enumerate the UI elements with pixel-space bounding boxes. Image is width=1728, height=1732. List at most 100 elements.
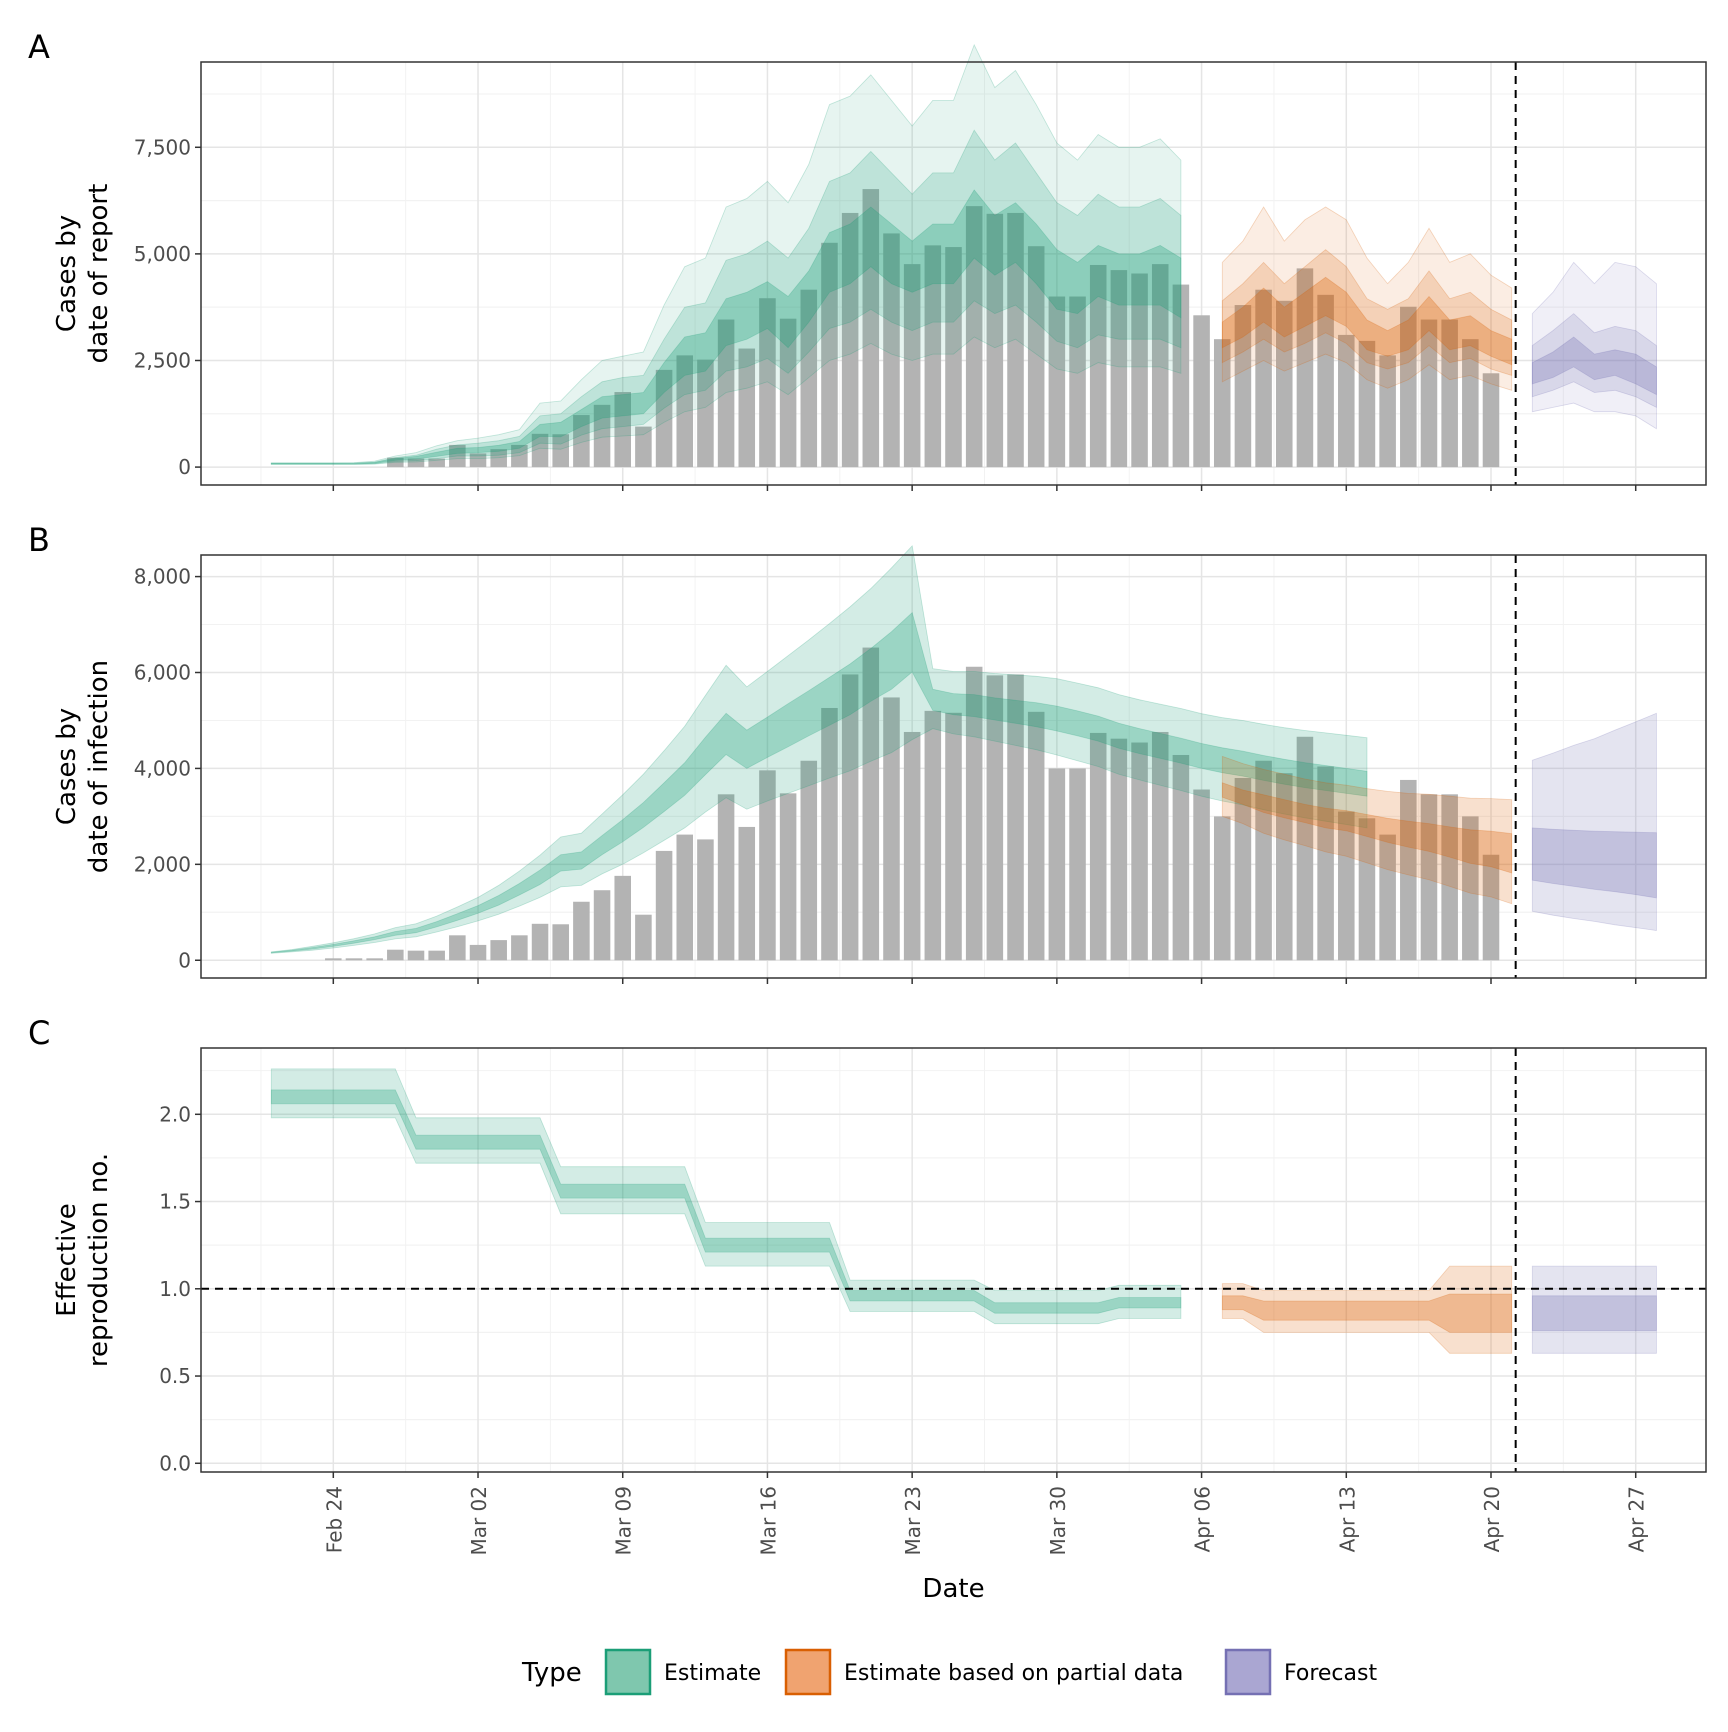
- reported-case-bar: [1089, 264, 1107, 468]
- credible-interval-band: [1221, 276, 1513, 366]
- x-tick-label: Mar 30: [1046, 1486, 1070, 1556]
- reported-case-bar: [717, 794, 735, 961]
- reported-case-bar: [986, 213, 1004, 468]
- legend-label: Estimate: [664, 1661, 761, 1686]
- y-axis-label-line: date of report: [84, 184, 114, 364]
- reported-case-bar: [573, 901, 590, 961]
- reported-case-bar: [1379, 834, 1396, 961]
- reported-case-bar: [655, 369, 673, 468]
- reported-case-bar: [1358, 340, 1376, 468]
- legend-swatch: [784, 1648, 832, 1696]
- y-axis-label: Cases bydate of infection: [52, 660, 114, 873]
- y-tick-label: 2,000: [134, 852, 191, 876]
- reported-case-bar: [387, 949, 404, 961]
- credible-interval-band: [1531, 336, 1657, 396]
- reported-case-bar: [1255, 760, 1272, 961]
- reported-case-bar: [1400, 779, 1417, 961]
- reported-case-bar: [614, 875, 631, 961]
- credible-interval-band: [270, 129, 1182, 465]
- series-estimate-based-on-partial-data: [1221, 755, 1513, 905]
- y-axis-label: Effectivereproduction no.: [52, 1153, 114, 1367]
- reported-case-bar: [924, 710, 942, 961]
- reported-case-bar: [738, 826, 756, 961]
- reported-case-bar: [531, 433, 549, 468]
- panel-background: [201, 1048, 1706, 1472]
- credible-interval-band: [1531, 1295, 1657, 1332]
- x-tick-label: Apr 13: [1335, 1486, 1359, 1552]
- reported-case-bar: [883, 697, 900, 961]
- reported-case-bar: [903, 731, 921, 961]
- reported-case-bar: [552, 924, 569, 961]
- reported-case-bar: [1400, 306, 1417, 468]
- reported-case-bar: [1441, 319, 1458, 468]
- reported-case-bar: [965, 206, 983, 468]
- reported-case-bar: [1358, 818, 1376, 961]
- reported-case-bar: [779, 793, 797, 961]
- reported-case-bar: [738, 348, 756, 468]
- reported-case-bar: [1172, 284, 1190, 468]
- reported-case-bar: [1131, 273, 1148, 468]
- x-tick-label: Mar 23: [901, 1486, 925, 1556]
- y-tick-label: 2.0: [159, 1102, 191, 1126]
- x-tick-label: Apr 06: [1191, 1486, 1215, 1552]
- reported-case-bar: [407, 458, 425, 468]
- reported-case-bar: [1172, 754, 1190, 961]
- panel-A: 0 2,500 5,000 7,500 Cases bydate of report A: [28, 28, 1707, 491]
- reported-case-bar: [1027, 246, 1045, 468]
- reported-case-bar: [449, 935, 466, 961]
- y-tick-label: 8,000: [134, 565, 191, 589]
- reported-case-bar: [779, 318, 797, 468]
- credible-interval-band: [1221, 1293, 1513, 1333]
- x-tick-label: Mar 09: [612, 1486, 636, 1556]
- y-tick-label: 1.0: [159, 1277, 191, 1301]
- reported-case-bar: [1007, 674, 1024, 961]
- y-tick-label: 0.0: [159, 1451, 191, 1475]
- reported-case-bar: [387, 457, 404, 468]
- reported-case-bar: [1110, 270, 1128, 468]
- legend-swatch: [1224, 1648, 1272, 1696]
- reported-case-bar: [945, 247, 962, 468]
- reported-case-bar: [676, 355, 694, 468]
- reported-case-bar: [1027, 711, 1045, 961]
- reported-case-bar: [821, 707, 838, 961]
- x-tick-label: Mar 02: [467, 1486, 491, 1556]
- reported-case-bar: [573, 415, 590, 468]
- y-tick-label: 0.5: [159, 1364, 191, 1388]
- reported-case-bar: [1151, 731, 1169, 961]
- reported-case-bar: [407, 950, 425, 961]
- reported-case-bar: [511, 444, 528, 468]
- credible-interval-band: [270, 545, 1368, 954]
- reported-case-bar: [469, 944, 487, 961]
- reported-case-bar: [1151, 264, 1169, 468]
- legend-label: Estimate based on partial data: [844, 1661, 1183, 1686]
- reported-case-bar: [635, 426, 652, 468]
- credible-interval-band: [270, 1068, 1182, 1325]
- legend-item: Estimate: [604, 1648, 761, 1696]
- reported-case-bar: [965, 666, 983, 961]
- y-tick-label: 0: [178, 948, 191, 972]
- reported-case-bar: [593, 404, 611, 468]
- panel-B: 0 2,000 4,000 6,000 8,000 Cases bydate of inf…: [28, 521, 1707, 984]
- y-tick-label: 7,500: [134, 135, 191, 159]
- legend-item: Forecast: [1224, 1648, 1377, 1696]
- reported-case-bar: [1482, 854, 1500, 961]
- credible-interval-band: [1531, 261, 1657, 430]
- x-axis-title: Date: [922, 1574, 984, 1604]
- panel-C: 0.0 0.5 1.0 1.5 2.0 Effectivereproduction no.…: [28, 1014, 1707, 1478]
- series-forecast: [1531, 1265, 1657, 1354]
- credible-interval-band: [1531, 827, 1657, 899]
- reported-case-bar: [531, 923, 549, 961]
- credible-interval-band: [270, 189, 1182, 465]
- reported-case-bar: [428, 950, 445, 961]
- credible-interval-band: [270, 1089, 1182, 1314]
- series-forecast: [1531, 712, 1657, 931]
- reported-case-bar: [655, 850, 673, 961]
- reported-case-bar: [1420, 794, 1438, 961]
- credible-interval-band: [1531, 712, 1657, 931]
- reported-case-bar: [862, 189, 880, 468]
- reported-case-bar: [1213, 339, 1231, 468]
- reported-case-bar: [552, 434, 569, 468]
- reported-case-bar: [1234, 778, 1252, 961]
